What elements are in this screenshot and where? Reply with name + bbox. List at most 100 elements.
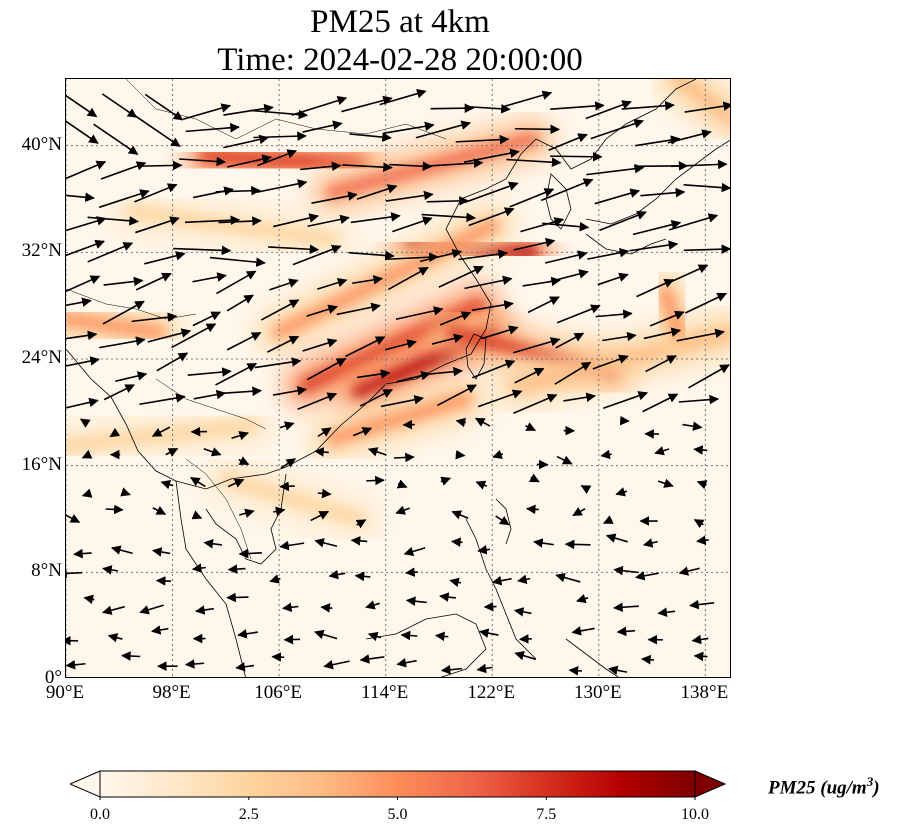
wind-arrow [468, 207, 515, 227]
wind-arrow [393, 452, 415, 463]
wind-arrow [93, 123, 139, 155]
latitude-tick-label: 24°N [21, 347, 62, 368]
wind-arrow [550, 151, 603, 162]
wind-arrow [643, 327, 681, 340]
wind-arrow [576, 593, 589, 604]
wind-arrow [509, 188, 555, 208]
wind-arrow [476, 663, 493, 674]
wind-arrow [192, 311, 221, 327]
wind-arrow [693, 445, 708, 455]
wind-arrow [396, 479, 408, 489]
map-panel[interactable] [65, 78, 731, 678]
wind-arrow [223, 134, 269, 149]
wind-arrow [632, 220, 682, 236]
wind-arrow [203, 447, 222, 457]
wind-arrow [291, 95, 348, 116]
wind-arrow [292, 244, 342, 266]
wind-arrow [165, 447, 179, 457]
wind-arrow [266, 335, 300, 353]
wind-arrow [580, 484, 592, 494]
wind-arrow [415, 120, 471, 139]
wind-arrow [696, 535, 709, 546]
wind-arrow [66, 239, 105, 257]
wind-arrow [395, 306, 444, 321]
wind-arrow [556, 455, 573, 465]
wind-arrow [563, 392, 596, 402]
wind-vectors [66, 88, 730, 676]
wind-arrow [260, 299, 300, 321]
wind-arrow [311, 191, 358, 204]
wind-arrow [613, 565, 639, 576]
wind-arrow [514, 124, 560, 135]
wind-arrow [155, 576, 171, 586]
wind-arrow [517, 574, 531, 585]
wind-arrow [99, 336, 146, 349]
wind-arrow [547, 269, 589, 283]
wind-arrow [458, 249, 508, 261]
wind-arrow [693, 651, 708, 662]
wind-arrow [481, 325, 519, 340]
wind-arrow [317, 488, 332, 499]
wind-arrow [629, 240, 679, 252]
wind-arrow [449, 577, 462, 588]
wind-arrow [66, 120, 99, 144]
wind-arrow [66, 568, 83, 579]
wind-arrow [171, 323, 217, 349]
wind-arrow [272, 385, 308, 396]
wind-arrow [182, 103, 231, 121]
wind-arrow [514, 651, 537, 661]
wind-arrow [491, 575, 512, 586]
wind-arrow [555, 572, 581, 583]
wind-arrow [513, 237, 556, 251]
wind-arrow [688, 364, 730, 389]
wind-arrow [597, 272, 629, 286]
wind-arrow [173, 245, 232, 256]
wind-arrow [451, 537, 463, 547]
wind-arrow [544, 250, 588, 264]
wind-arrow [455, 417, 467, 428]
wind-arrow [100, 161, 147, 180]
wind-arrow [600, 449, 612, 460]
wind-arrow [556, 304, 601, 324]
wind-arrow [185, 123, 240, 133]
wind-arrow [586, 163, 645, 176]
wind-arrow [131, 312, 178, 323]
wind-arrow [147, 328, 192, 343]
wind-arrow [250, 109, 309, 120]
wind-arrow [135, 272, 172, 291]
wind-arrow [474, 417, 491, 427]
wind-arrow [139, 604, 164, 615]
wind-arrow [641, 654, 654, 665]
pm25-plume-core [66, 312, 167, 340]
wind-arrow [297, 392, 338, 410]
wind-arrow [66, 356, 100, 367]
wind-arrow [594, 188, 641, 205]
wind-arrow [613, 602, 639, 613]
longitude-tick-label: 98°E [152, 682, 191, 703]
pm25-plume-core [125, 205, 340, 246]
wind-arrow [468, 104, 511, 114]
wind-arrow [66, 275, 101, 293]
colorbar-ticks [99, 797, 696, 800]
wind-arrow [300, 161, 342, 172]
wind-arrow [320, 603, 333, 613]
wind-arrow [602, 391, 648, 410]
wind-arrow [385, 190, 434, 202]
wind-arrow [564, 539, 591, 550]
wind-arrow [184, 659, 205, 669]
wind-arrow [160, 480, 174, 490]
wind-arrow [529, 473, 540, 483]
pm25-plume-core [198, 149, 367, 172]
wind-arrow [83, 594, 95, 605]
wind-arrow [66, 397, 99, 409]
wind-arrow [348, 250, 395, 261]
wind-arrow [179, 156, 227, 167]
wind-arrow [636, 279, 675, 298]
wind-arrow [101, 93, 138, 118]
colorbar-min-extend [70, 770, 101, 798]
wind-arrow [227, 564, 246, 574]
wind-arrow [513, 337, 561, 354]
wind-arrow [203, 539, 223, 549]
wind-arrow [134, 183, 178, 203]
wind-arrow [506, 157, 562, 167]
